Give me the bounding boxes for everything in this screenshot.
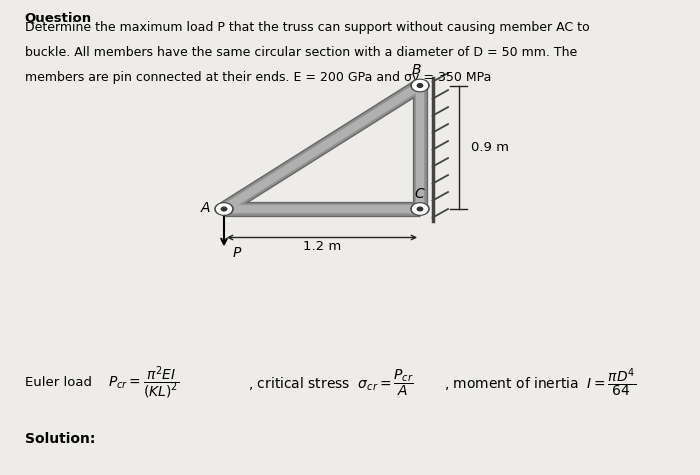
- Text: A: A: [200, 200, 210, 215]
- Circle shape: [221, 207, 227, 211]
- Circle shape: [215, 203, 233, 215]
- Text: B: B: [412, 63, 421, 77]
- Text: P: P: [232, 246, 241, 260]
- Text: $P_{cr} = \dfrac{\pi^2 EI}{(KL)^2}$: $P_{cr} = \dfrac{\pi^2 EI}{(KL)^2}$: [108, 364, 180, 400]
- Text: Question: Question: [25, 12, 92, 25]
- Text: Euler load: Euler load: [25, 376, 96, 389]
- Text: 0.9 m: 0.9 m: [471, 141, 509, 154]
- Text: 1.2 m: 1.2 m: [303, 240, 341, 253]
- Circle shape: [216, 204, 232, 214]
- Circle shape: [412, 80, 428, 91]
- Text: C: C: [414, 188, 424, 201]
- Text: , critical stress  $\sigma_{cr} = \dfrac{P_{cr}}{A}$: , critical stress $\sigma_{cr} = \dfrac{…: [248, 367, 414, 398]
- Circle shape: [411, 203, 429, 215]
- Circle shape: [417, 207, 423, 211]
- Circle shape: [417, 84, 423, 87]
- Text: Solution:: Solution:: [25, 432, 95, 446]
- Text: , moment of inertia  $I = \dfrac{\pi D^4}{64}$: , moment of inertia $I = \dfrac{\pi D^4}…: [444, 366, 637, 399]
- Text: buckle. All members have the same circular section with a diameter of D = 50 mm.: buckle. All members have the same circul…: [25, 46, 577, 59]
- Circle shape: [411, 79, 429, 92]
- Circle shape: [412, 204, 428, 214]
- Text: Determine the maximum load P that the truss can support without causing member A: Determine the maximum load P that the tr…: [25, 21, 589, 34]
- Text: members are pin connected at their ends. E = 200 GPa and σy = 350 MPa: members are pin connected at their ends.…: [25, 71, 491, 84]
